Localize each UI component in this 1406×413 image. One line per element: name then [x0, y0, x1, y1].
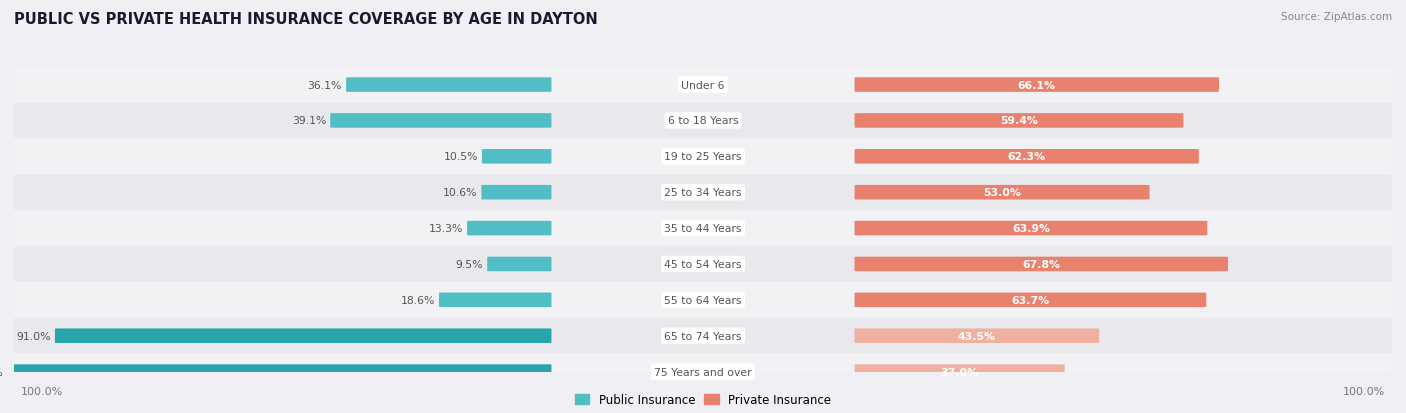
Text: 25 to 34 Years: 25 to 34 Years	[664, 188, 742, 198]
Text: 35 to 44 Years: 35 to 44 Years	[664, 223, 742, 233]
Text: 53.0%: 53.0%	[983, 188, 1021, 198]
FancyBboxPatch shape	[14, 104, 1392, 138]
FancyBboxPatch shape	[855, 329, 1099, 343]
FancyBboxPatch shape	[14, 68, 1392, 103]
FancyBboxPatch shape	[488, 257, 551, 272]
Text: 100.0%: 100.0%	[21, 387, 63, 396]
FancyBboxPatch shape	[14, 354, 1392, 389]
Text: 18.6%: 18.6%	[401, 295, 434, 305]
Text: 55 to 64 Years: 55 to 64 Years	[664, 295, 742, 305]
Text: Under 6: Under 6	[682, 81, 724, 90]
FancyBboxPatch shape	[855, 364, 1064, 379]
Text: 100.0%: 100.0%	[0, 367, 3, 377]
FancyBboxPatch shape	[14, 283, 1392, 318]
FancyBboxPatch shape	[14, 140, 1392, 174]
Text: 9.5%: 9.5%	[456, 259, 484, 269]
FancyBboxPatch shape	[14, 211, 1392, 246]
Text: Source: ZipAtlas.com: Source: ZipAtlas.com	[1281, 12, 1392, 22]
FancyBboxPatch shape	[14, 247, 1392, 282]
Text: 39.1%: 39.1%	[291, 116, 326, 126]
FancyBboxPatch shape	[14, 176, 1392, 210]
Text: 6 to 18 Years: 6 to 18 Years	[668, 116, 738, 126]
FancyBboxPatch shape	[7, 364, 551, 379]
FancyBboxPatch shape	[855, 293, 1206, 307]
Text: 91.0%: 91.0%	[17, 331, 51, 341]
FancyBboxPatch shape	[467, 221, 551, 236]
FancyBboxPatch shape	[855, 150, 1199, 164]
Text: 45 to 54 Years: 45 to 54 Years	[664, 259, 742, 269]
Text: 100.0%: 100.0%	[1343, 387, 1385, 396]
FancyBboxPatch shape	[14, 318, 1392, 353]
Text: 10.5%: 10.5%	[443, 152, 478, 162]
Text: 59.4%: 59.4%	[1000, 116, 1038, 126]
Text: 10.6%: 10.6%	[443, 188, 477, 198]
FancyBboxPatch shape	[482, 150, 551, 164]
Text: 19 to 25 Years: 19 to 25 Years	[664, 152, 742, 162]
Text: 13.3%: 13.3%	[429, 223, 463, 233]
FancyBboxPatch shape	[481, 185, 551, 200]
Text: 63.7%: 63.7%	[1011, 295, 1049, 305]
Text: 67.8%: 67.8%	[1022, 259, 1060, 269]
Text: 43.5%: 43.5%	[957, 331, 995, 341]
Text: 66.1%: 66.1%	[1018, 81, 1056, 90]
Text: 36.1%: 36.1%	[308, 81, 342, 90]
Text: 75 Years and over: 75 Years and over	[654, 367, 752, 377]
FancyBboxPatch shape	[855, 221, 1208, 236]
Text: PUBLIC VS PRIVATE HEALTH INSURANCE COVERAGE BY AGE IN DAYTON: PUBLIC VS PRIVATE HEALTH INSURANCE COVER…	[14, 12, 598, 27]
FancyBboxPatch shape	[855, 257, 1227, 272]
Text: 62.3%: 62.3%	[1008, 152, 1046, 162]
FancyBboxPatch shape	[855, 114, 1184, 128]
Legend: Public Insurance, Private Insurance: Public Insurance, Private Insurance	[571, 389, 835, 411]
FancyBboxPatch shape	[330, 114, 551, 128]
Text: 65 to 74 Years: 65 to 74 Years	[664, 331, 742, 341]
FancyBboxPatch shape	[855, 185, 1150, 200]
FancyBboxPatch shape	[855, 78, 1219, 93]
FancyBboxPatch shape	[55, 329, 551, 343]
Text: 63.9%: 63.9%	[1012, 223, 1050, 233]
FancyBboxPatch shape	[346, 78, 551, 93]
FancyBboxPatch shape	[439, 293, 551, 307]
Text: 37.0%: 37.0%	[941, 367, 979, 377]
